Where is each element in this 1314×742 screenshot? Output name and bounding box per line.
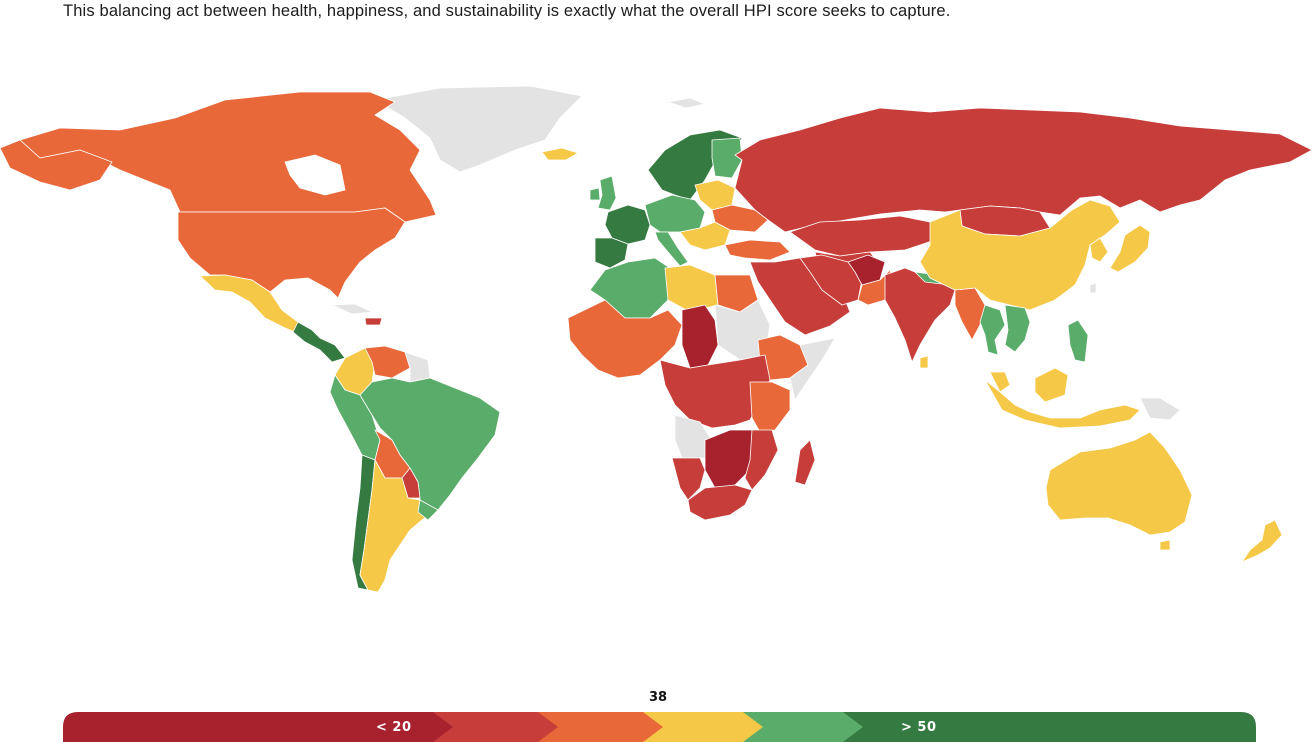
country-iceland[interactable] (541, 147, 579, 161)
country-philippines[interactable] (1067, 319, 1089, 363)
intro-text: This balancing act between health, happi… (63, 2, 951, 20)
country-venezuela[interactable] (364, 345, 411, 379)
country-vietnam[interactable] (1004, 304, 1031, 353)
country-new-zealand[interactable] (1241, 519, 1283, 563)
country-cuba[interactable] (331, 303, 373, 315)
country-malaysia[interactable] (989, 371, 1011, 393)
country-madagascar[interactable] (794, 439, 816, 486)
country-somalia[interactable] (789, 337, 836, 401)
country-east-africa[interactable] (749, 381, 791, 433)
country-greenland[interactable] (374, 85, 583, 173)
country-sri-lanka[interactable] (919, 355, 929, 369)
country-hispaniola[interactable] (364, 317, 383, 326)
country-svalbard[interactable] (667, 97, 706, 109)
legend-band-2 (433, 712, 558, 742)
country-ireland[interactable] (589, 187, 601, 201)
country-hudson-bay (284, 154, 346, 196)
country-central-america[interactable] (292, 321, 346, 363)
country-tasmania[interactable] (1159, 539, 1171, 551)
country-bangladesh-myanmar[interactable] (954, 287, 986, 341)
country-australia[interactable] (1045, 431, 1193, 536)
country-italy[interactable] (654, 231, 689, 267)
country-chad[interactable] (681, 304, 719, 369)
country-taiwan[interactable] (1089, 282, 1097, 294)
country-libya[interactable] (664, 264, 719, 313)
legend-low-label: < 20 (376, 720, 412, 735)
legend-band-4 (643, 712, 763, 742)
country-mexico[interactable] (199, 274, 313, 335)
country-korea[interactable] (1089, 237, 1109, 263)
country-south-africa[interactable] (687, 484, 753, 521)
country-west-africa[interactable] (567, 299, 683, 379)
legend-marker-value: 38 (648, 690, 668, 705)
country-thailand[interactable] (979, 304, 1006, 356)
country-namibia[interactable] (671, 457, 706, 501)
country-indonesia[interactable] (984, 379, 1141, 429)
country-china[interactable] (919, 199, 1121, 311)
legend-high-label: > 50 (901, 720, 937, 735)
legend-band-1 (63, 712, 453, 742)
country-uk[interactable] (597, 175, 617, 211)
country-finland[interactable] (711, 137, 743, 179)
legend-bar: < 20 > 50 (63, 712, 1256, 742)
country-argentina[interactable] (359, 459, 429, 593)
country-uruguay[interactable] (417, 499, 439, 521)
country-north-africa[interactable] (589, 257, 671, 319)
country-mozambique[interactable] (744, 429, 779, 491)
country-spain-portugal[interactable] (594, 237, 629, 269)
country-france[interactable] (604, 204, 651, 245)
country-papua[interactable] (1139, 397, 1181, 421)
world-map (0, 80, 1314, 600)
legend-band-6 (843, 712, 1256, 742)
country-balkans[interactable] (679, 221, 731, 251)
country-central-europe[interactable] (644, 194, 706, 233)
country-japan[interactable] (1109, 224, 1151, 273)
country-turkey[interactable] (724, 239, 791, 261)
country-brazil[interactable] (359, 377, 501, 516)
legend-band-3 (538, 712, 663, 742)
country-alaska[interactable] (0, 139, 113, 191)
legend-band-5 (743, 712, 863, 742)
country-ukraine[interactable] (711, 204, 769, 233)
country-borneo[interactable] (1034, 367, 1069, 403)
